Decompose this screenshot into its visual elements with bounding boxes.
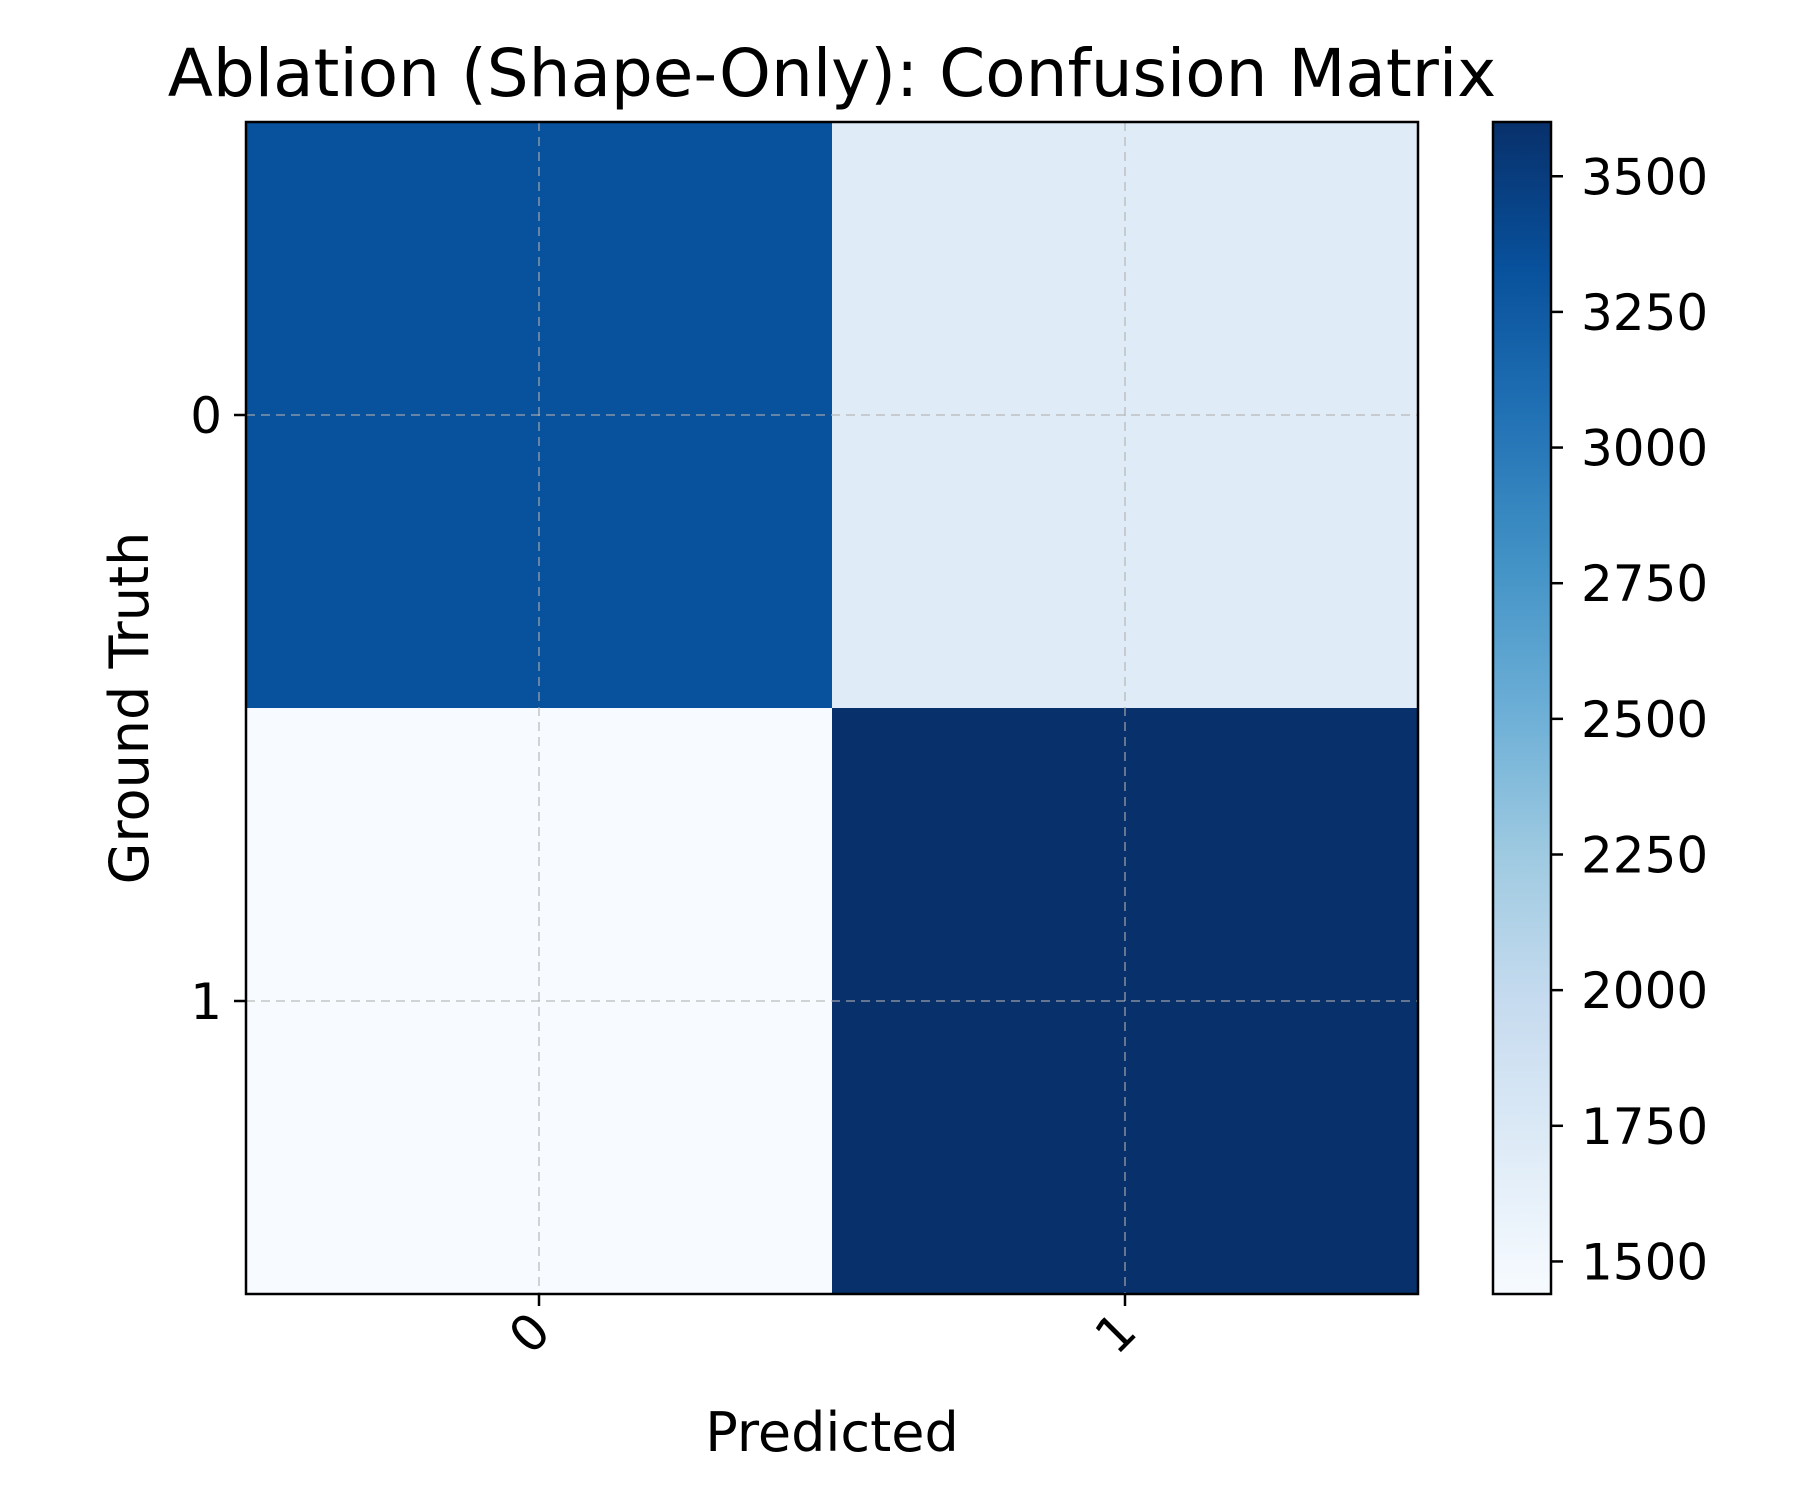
colorbar-tick-label: 2750 bbox=[1581, 555, 1708, 613]
y-axis-ticks: 01 bbox=[190, 387, 246, 1031]
y-tick-label: 0 bbox=[190, 387, 222, 445]
colorbar-tick-label: 2500 bbox=[1581, 691, 1708, 749]
grid-lines bbox=[246, 122, 1418, 1294]
colorbar bbox=[1491, 120, 1553, 1296]
y-axis-label: Ground Truth bbox=[98, 532, 161, 885]
x-tick-label: 1 bbox=[1084, 1301, 1148, 1365]
heatmap-cells bbox=[246, 122, 1419, 1295]
colorbar-tick-label: 1750 bbox=[1581, 1098, 1708, 1156]
colorbar-tick-label: 3000 bbox=[1581, 420, 1708, 478]
plot-frame bbox=[244, 120, 1420, 1296]
colorbar-tick-label: 3500 bbox=[1581, 148, 1708, 206]
colorbar-tick-label: 2000 bbox=[1581, 962, 1708, 1020]
chart-title: Ablation (Shape-Only): Confusion Matrix bbox=[168, 35, 1497, 112]
colorbar-tick-label: 1500 bbox=[1581, 1233, 1708, 1291]
colorbar-tick-label: 2250 bbox=[1581, 827, 1708, 885]
x-axis-label: Predicted bbox=[705, 1401, 959, 1464]
x-tick-label: 0 bbox=[498, 1301, 562, 1365]
y-tick-label: 1 bbox=[190, 973, 222, 1031]
colorbar-tick-label: 3250 bbox=[1581, 284, 1708, 342]
colorbar-ticks: 1500 1750 2000 2250 2500 2750 3000 3250 3500 bbox=[1551, 148, 1708, 1291]
